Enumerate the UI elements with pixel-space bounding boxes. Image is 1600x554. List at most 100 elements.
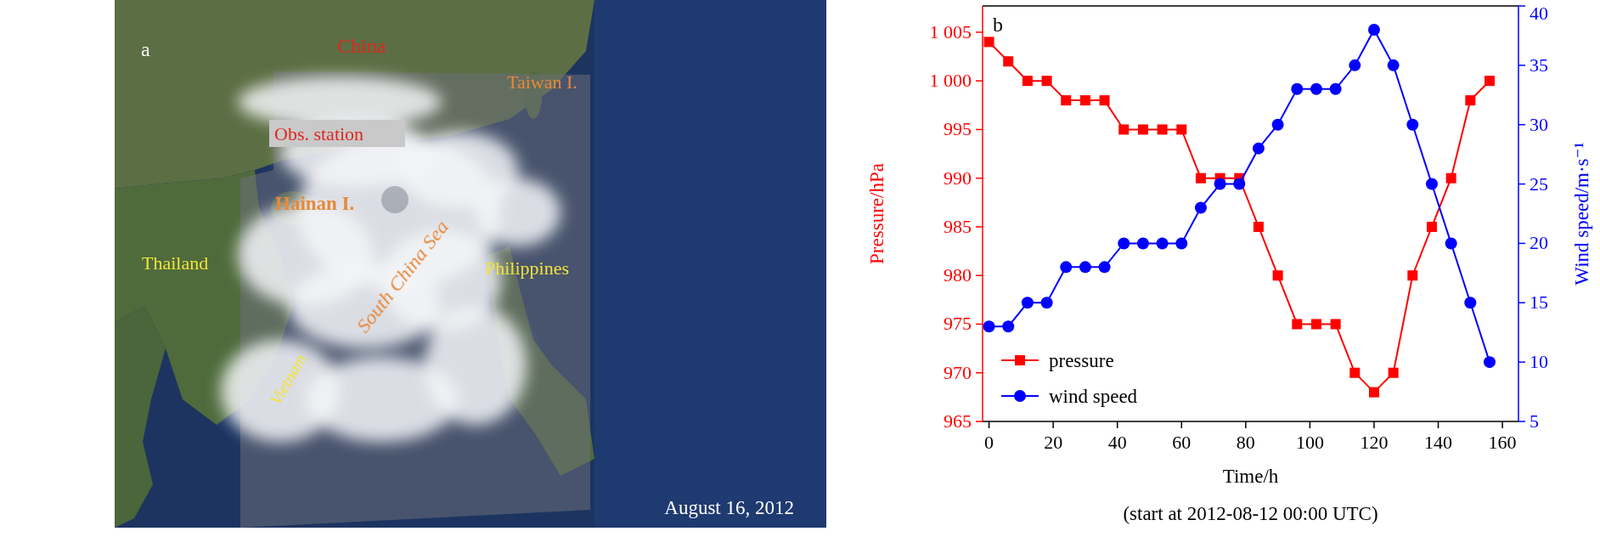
data-point bbox=[1138, 123, 1149, 135]
y-tick bbox=[975, 31, 983, 34]
y-tick bbox=[975, 323, 983, 326]
x-tick-label: 0 bbox=[984, 431, 994, 453]
cloud bbox=[475, 178, 561, 247]
y-tick bbox=[975, 79, 983, 82]
data-point bbox=[1272, 118, 1285, 131]
data-point bbox=[1079, 260, 1092, 273]
data-point bbox=[1445, 236, 1458, 249]
data-point bbox=[1194, 202, 1207, 215]
x-tick-label: 140 bbox=[1424, 431, 1453, 453]
y2-tick-label: 40 bbox=[1529, 2, 1549, 24]
series-line bbox=[989, 41, 1490, 392]
data-point bbox=[1425, 178, 1438, 191]
x-tick bbox=[1116, 421, 1119, 429]
y-tick-label: 990 bbox=[943, 167, 972, 189]
y2-tick bbox=[1518, 5, 1526, 7]
y-tick-label: 995 bbox=[943, 118, 972, 140]
map-label: Philippines bbox=[484, 257, 570, 279]
y2-tick-label: 25 bbox=[1529, 173, 1549, 195]
x-tick-label: 80 bbox=[1236, 431, 1256, 453]
data-point bbox=[1252, 142, 1265, 155]
data-point bbox=[1311, 318, 1322, 329]
x-tick bbox=[1052, 421, 1054, 429]
x-tick bbox=[1437, 421, 1440, 429]
data-point bbox=[1329, 83, 1342, 96]
data-point bbox=[1002, 320, 1015, 333]
y-tick-label: 1 005 bbox=[929, 21, 973, 43]
typhoon-eye bbox=[381, 185, 409, 214]
cloud bbox=[424, 305, 527, 425]
data-point bbox=[1464, 296, 1477, 309]
map-panel bbox=[114, 0, 827, 528]
x-tick bbox=[1373, 421, 1375, 429]
series-line bbox=[989, 29, 1490, 362]
y-tick-label: 975 bbox=[943, 312, 972, 334]
y2-tick bbox=[1518, 242, 1526, 245]
ocean bbox=[114, 0, 827, 528]
data-point bbox=[1214, 178, 1227, 191]
data-point bbox=[1195, 173, 1206, 184]
data-point bbox=[1368, 23, 1381, 36]
data-point bbox=[1041, 296, 1054, 309]
panel-label: a bbox=[140, 38, 151, 61]
y2-axis bbox=[1517, 5, 1520, 422]
y2-tick-label: 35 bbox=[1529, 54, 1549, 76]
data-point bbox=[1464, 95, 1476, 106]
y-tick bbox=[975, 274, 983, 277]
y-axis-title: Pressure/hPa bbox=[866, 163, 888, 265]
y2-tick-label: 15 bbox=[1529, 291, 1549, 313]
data-point bbox=[1042, 75, 1053, 86]
data-point bbox=[983, 320, 996, 333]
panel-label: b bbox=[992, 13, 1003, 36]
y-tick-label: 980 bbox=[943, 264, 972, 286]
legend-marker bbox=[1014, 354, 1026, 366]
y2-tick-label: 20 bbox=[1529, 231, 1549, 254]
satellite-swath bbox=[240, 71, 591, 528]
data-point bbox=[1059, 260, 1072, 273]
data-point bbox=[1002, 56, 1014, 67]
data-point bbox=[1175, 236, 1188, 249]
y-tick-label: 970 bbox=[943, 361, 972, 384]
data-point bbox=[1369, 387, 1380, 398]
legend: pressurewind speed bbox=[1001, 349, 1139, 407]
data-point bbox=[1233, 178, 1246, 191]
y-tick bbox=[975, 420, 983, 423]
data-point bbox=[1176, 123, 1187, 135]
x-tick-label: 20 bbox=[1043, 431, 1063, 453]
y2-tick-label: 30 bbox=[1529, 113, 1549, 136]
data-point bbox=[1330, 318, 1341, 329]
data-point bbox=[1387, 59, 1400, 72]
data-point bbox=[1406, 118, 1419, 131]
frame-top bbox=[982, 5, 1519, 7]
x-tick-label: 60 bbox=[1171, 431, 1191, 453]
legend-marker bbox=[1014, 389, 1026, 402]
data-point bbox=[1388, 367, 1399, 378]
y2-axis-title: Wind speed/m·s⁻¹ bbox=[1571, 141, 1593, 285]
x-axis-title: Time/h bbox=[1222, 465, 1279, 487]
data-point bbox=[1137, 236, 1150, 249]
y2-tick bbox=[1518, 64, 1526, 67]
x-tick-label: 100 bbox=[1295, 431, 1324, 453]
y-axis bbox=[981, 5, 984, 422]
data-point bbox=[1156, 236, 1169, 249]
data-point bbox=[1483, 355, 1496, 368]
data-point bbox=[1080, 95, 1091, 106]
data-point bbox=[1407, 270, 1418, 281]
map-label: Obs. station bbox=[274, 123, 364, 145]
data-point bbox=[1348, 59, 1361, 72]
data-point bbox=[1098, 260, 1111, 273]
y-tick-label: 985 bbox=[943, 215, 972, 237]
data-point bbox=[1253, 221, 1264, 232]
data-point bbox=[1099, 95, 1110, 106]
label-box bbox=[269, 119, 406, 147]
x-tick bbox=[1181, 421, 1184, 429]
legend-label: wind speed bbox=[1048, 385, 1139, 407]
land-peninsula bbox=[114, 305, 166, 528]
x-tick-label: 160 bbox=[1488, 431, 1517, 453]
x-tick bbox=[1245, 421, 1247, 429]
x-tick bbox=[1309, 421, 1312, 429]
subtitle: (start at 2012-08-12 00:00 UTC) bbox=[1122, 502, 1378, 524]
data-point bbox=[1291, 318, 1302, 329]
map-label: Hainan I. bbox=[275, 192, 355, 215]
y-tick bbox=[975, 177, 983, 180]
